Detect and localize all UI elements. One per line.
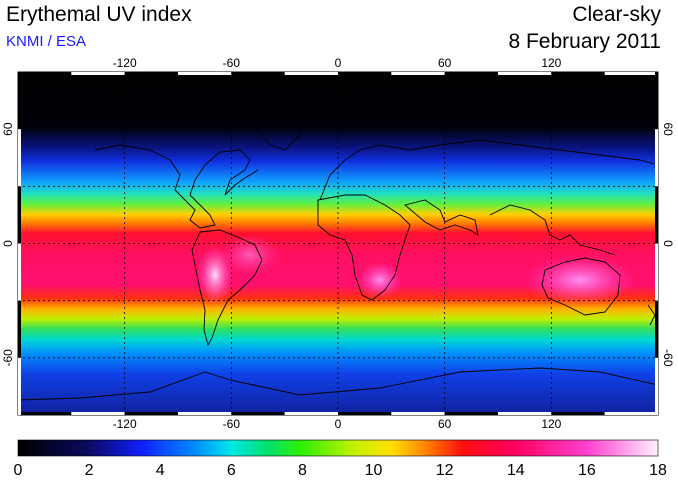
frame-bar-top (231, 72, 285, 75)
colorbar-tick-label: 16 (578, 462, 596, 479)
lon-tick-label-bottom: 60 (438, 417, 452, 431)
colorbar-tick-label: 14 (507, 462, 525, 479)
frame-bar-bottom (551, 412, 605, 415)
colorbar-tick-label: 18 (649, 462, 667, 479)
lon-tick-label-top: 120 (541, 56, 561, 70)
frame-bar-top (391, 72, 445, 75)
colorbar-tick-labels: 0 2 4 6 8 10 12 14 16 18 (14, 462, 667, 479)
frame-bar-bottom (444, 412, 498, 415)
sky-condition-label: Clear-sky (572, 3, 661, 26)
colorbar-tick-label: 12 (436, 462, 454, 479)
colorbar-tick-label: 2 (85, 462, 94, 479)
longitude-labels-bottom: -120 -60 0 60 120 (113, 417, 562, 431)
lon-tick-label-top: -120 (113, 56, 137, 70)
lat-tick-label-left: 60 (1, 122, 15, 136)
coast-australia (541, 257, 621, 316)
frame-bar-right (655, 243, 658, 301)
frame-bar-bottom (178, 412, 232, 415)
lon-tick-label-bottom: -60 (223, 417, 241, 431)
frame-bar-left (18, 129, 21, 187)
frame-bar-left (18, 243, 21, 301)
frame-bar-bottom (124, 412, 178, 415)
colorbar-tick-label: 6 (227, 462, 236, 479)
frame-bar-top (444, 72, 498, 75)
coastlines (18, 107, 658, 401)
frame-bar-bottom (391, 412, 445, 415)
coast-africa (317, 194, 411, 301)
frame-bar-bottom (498, 412, 552, 415)
frame-bar-top (498, 72, 552, 75)
frame-bar-top (178, 72, 232, 75)
coast-north-america (94, 144, 259, 229)
coast-south-america (191, 229, 263, 347)
frame-bar-bottom (71, 412, 125, 415)
lon-tick-label-bottom: -120 (113, 417, 137, 431)
frame-bar-bottom (284, 412, 338, 415)
lat-tick-label-left: -60 (1, 349, 15, 367)
coast-arabia-india (404, 199, 479, 236)
coast-southeast-asia (489, 204, 616, 256)
lat-tick-label-left: 0 (1, 240, 15, 247)
frame-bar-right (655, 72, 658, 130)
frame-bar-bottom (18, 412, 72, 415)
frame-bar-right (655, 186, 658, 244)
frame-bar-top (338, 72, 392, 75)
uv-hotspots (197, 235, 635, 305)
credit-label: KNMI / ESA (6, 33, 87, 50)
colorbar-tick-label: 0 (14, 462, 23, 479)
frame-bar-left (18, 72, 21, 130)
frame-bar-bottom (604, 412, 658, 415)
graticule (18, 72, 658, 415)
coast-europe-asia (319, 139, 658, 201)
lon-tick-label-top: 60 (438, 56, 452, 70)
frame-scale-bars (18, 72, 658, 415)
frame-bar-left (18, 357, 21, 415)
frame-bar-bottom (231, 412, 285, 415)
chart-title: Erythemal UV index (6, 3, 192, 26)
frame-bar-left (18, 300, 21, 358)
coast-antarctica (18, 367, 658, 401)
frame-bar-right (655, 300, 658, 358)
frame-bar-top (71, 72, 125, 75)
colorbar (17, 439, 659, 457)
longitude-labels-top: -120 -60 0 60 120 (113, 56, 562, 70)
colorbar-tick-label: 8 (298, 462, 307, 479)
lon-tick-label-top: 0 (335, 56, 342, 70)
coast-greenland (254, 107, 306, 151)
colorbar-tick-label: 4 (156, 462, 165, 479)
lon-tick-label-bottom: 0 (335, 417, 342, 431)
frame-bar-bottom (338, 412, 392, 415)
frame-bar-right (655, 129, 658, 187)
lat-tick-label-right: 0 (661, 240, 675, 247)
frame-bar-top (18, 72, 72, 75)
lon-tick-label-top: -60 (223, 56, 241, 70)
lat-tick-label-right: -60 (661, 349, 675, 367)
lon-tick-label-bottom: 120 (541, 417, 561, 431)
date-label: 8 February 2011 (508, 30, 661, 53)
frame-bar-left (18, 186, 21, 244)
latitude-labels-right: 60 0 -60 (661, 122, 675, 366)
lat-tick-label-right: 60 (661, 122, 675, 136)
frame-bar-top (604, 72, 658, 75)
frame-bar-top (551, 72, 605, 75)
latitude-labels-left: 60 0 -60 (1, 122, 15, 366)
frame-bar-right (655, 357, 658, 415)
colorbar-tick-label: 10 (365, 462, 383, 479)
frame-bar-top (284, 72, 338, 75)
frame-bar-top (124, 72, 178, 75)
